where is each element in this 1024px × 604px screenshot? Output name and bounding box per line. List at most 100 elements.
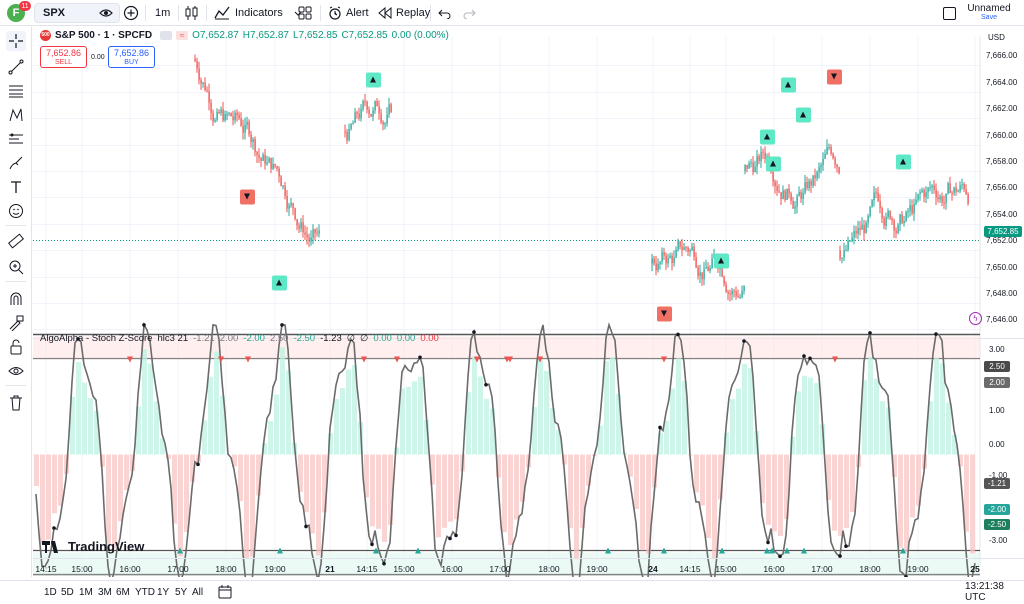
candle-body bbox=[250, 133, 252, 143]
signal-markers bbox=[127, 69, 911, 554]
candle-body bbox=[931, 185, 933, 188]
candle-body bbox=[877, 192, 879, 201]
candle-body bbox=[959, 185, 961, 192]
undo-button[interactable] bbox=[438, 0, 452, 26]
oscillator-value-badge: 2.00 bbox=[984, 377, 1010, 388]
candle-body bbox=[308, 237, 310, 242]
tradingview-watermark[interactable]: TradingView bbox=[42, 539, 144, 554]
fib-icon[interactable] bbox=[6, 81, 26, 101]
chart-canvas[interactable] bbox=[33, 27, 1024, 577]
ruler-icon[interactable] bbox=[6, 231, 26, 251]
zoom-icon[interactable] bbox=[6, 257, 26, 277]
period-6m[interactable]: 6M bbox=[116, 586, 130, 598]
replay-button[interactable]: Replay bbox=[378, 0, 430, 26]
lock-icon[interactable] bbox=[6, 337, 26, 357]
templates-button[interactable] bbox=[298, 0, 312, 26]
time-axis[interactable]: 14:15 15:00 16:00 17:00 18:00 19:00 21 14:15 15:… bbox=[33, 558, 1024, 580]
projection-icon[interactable] bbox=[6, 129, 26, 149]
period-1d[interactable]: 1D bbox=[44, 586, 57, 598]
candle-body bbox=[919, 191, 921, 194]
period-5d[interactable]: 5D bbox=[61, 586, 74, 598]
period-all[interactable]: All bbox=[192, 586, 204, 598]
eye-icon[interactable] bbox=[6, 361, 26, 381]
goto-date-button[interactable] bbox=[218, 581, 232, 603]
candle-body bbox=[953, 187, 955, 194]
period-1y[interactable]: 1Y bbox=[157, 586, 170, 598]
redo-button[interactable] bbox=[462, 0, 476, 26]
negative-area bbox=[430, 454, 435, 485]
trend-line-icon[interactable] bbox=[6, 57, 26, 77]
sell-button[interactable]: 7,652.86 SELL bbox=[40, 46, 87, 68]
oscillator-line bbox=[35, 322, 976, 577]
legend-toggle-icon[interactable] bbox=[160, 31, 173, 40]
candle-body bbox=[927, 187, 929, 193]
pivot-dot bbox=[838, 554, 842, 558]
time-tick-label: 24 bbox=[648, 564, 658, 574]
candle-body bbox=[841, 257, 843, 259]
pivot-dot bbox=[448, 536, 452, 541]
candle-body bbox=[657, 264, 659, 271]
oscillator-tick-label: -1.00 bbox=[989, 471, 1008, 480]
buy-button[interactable]: 7,652.86 BUY bbox=[108, 46, 155, 68]
symbol-title[interactable]: S&P 500 · 1 · SPCFD bbox=[55, 30, 153, 41]
candle-body bbox=[905, 211, 907, 222]
text-icon[interactable] bbox=[6, 177, 26, 197]
candle-body bbox=[744, 164, 746, 172]
sell-triangle-marker bbox=[832, 356, 838, 363]
oscillator-tick-label: 0.00 bbox=[989, 440, 1005, 449]
positive-area bbox=[328, 433, 333, 455]
period-ytd[interactable]: YTD bbox=[135, 586, 155, 598]
interval-button[interactable]: 1m bbox=[155, 7, 171, 19]
magnet-icon[interactable] bbox=[6, 289, 26, 309]
ohlc-low: L7,652.85 bbox=[292, 30, 338, 41]
period-1m[interactable]: 1M bbox=[79, 586, 93, 598]
positive-area bbox=[286, 370, 291, 455]
compare-symbol-button[interactable] bbox=[123, 0, 139, 26]
spx-logo-icon: 500 bbox=[40, 30, 51, 41]
legend-wave-icon[interactable]: ≈ bbox=[176, 31, 189, 40]
period-5y[interactable]: 5Y bbox=[175, 586, 188, 598]
time-tick-label: 19:00 bbox=[264, 564, 286, 574]
layout-name-button[interactable]: Unnamed Save bbox=[964, 3, 1014, 21]
layout-checkbox[interactable] bbox=[943, 0, 956, 26]
negative-area bbox=[964, 454, 969, 532]
candle-body bbox=[881, 208, 883, 219]
positive-area bbox=[604, 361, 609, 455]
lock-drawing-icon[interactable] bbox=[6, 313, 26, 333]
candle-body bbox=[929, 187, 931, 189]
indicator-value-11: 0.00 bbox=[420, 333, 439, 344]
candle-body bbox=[681, 246, 683, 250]
buy-triangle-marker bbox=[605, 547, 611, 554]
negative-area bbox=[784, 454, 789, 520]
positive-area bbox=[346, 369, 351, 455]
candle-body bbox=[836, 164, 838, 168]
candle-body bbox=[675, 249, 677, 258]
pattern-icon[interactable] bbox=[6, 105, 26, 125]
crosshair-icon[interactable] bbox=[6, 31, 26, 51]
period-3m[interactable]: 3M bbox=[98, 586, 112, 598]
negative-area bbox=[520, 454, 525, 502]
symbol-search[interactable]: SPX bbox=[34, 3, 120, 23]
negative-area bbox=[256, 454, 261, 496]
buy-triangle-marker bbox=[719, 547, 725, 554]
zap-icon[interactable]: ϟ bbox=[969, 312, 982, 325]
indicator-legend[interactable]: AlgoAlpha - Stoch Z-Score hlc3 21 -1.21 … bbox=[40, 333, 439, 344]
negative-area bbox=[712, 454, 717, 560]
chart-type-button[interactable] bbox=[185, 0, 199, 26]
indicators-button[interactable]: Indicators bbox=[214, 0, 303, 26]
indicator-value-7: ∅ bbox=[346, 333, 356, 344]
clock-label[interactable]: 13:21:38 UTC bbox=[965, 581, 1004, 603]
candle-body bbox=[750, 162, 752, 164]
brush-icon[interactable] bbox=[6, 153, 26, 173]
layout-save-status: Save bbox=[981, 14, 997, 21]
candle-body bbox=[800, 191, 802, 199]
alert-button[interactable]: Alert bbox=[328, 0, 369, 26]
currency-label[interactable]: USD bbox=[988, 33, 1005, 42]
emoji-icon[interactable] bbox=[6, 201, 26, 221]
positive-area bbox=[796, 391, 801, 455]
negative-area bbox=[772, 454, 777, 532]
negative-area bbox=[382, 454, 387, 542]
trash-icon[interactable] bbox=[6, 393, 26, 413]
positive-area bbox=[208, 376, 213, 455]
eye-symbol-icon[interactable] bbox=[99, 7, 113, 22]
